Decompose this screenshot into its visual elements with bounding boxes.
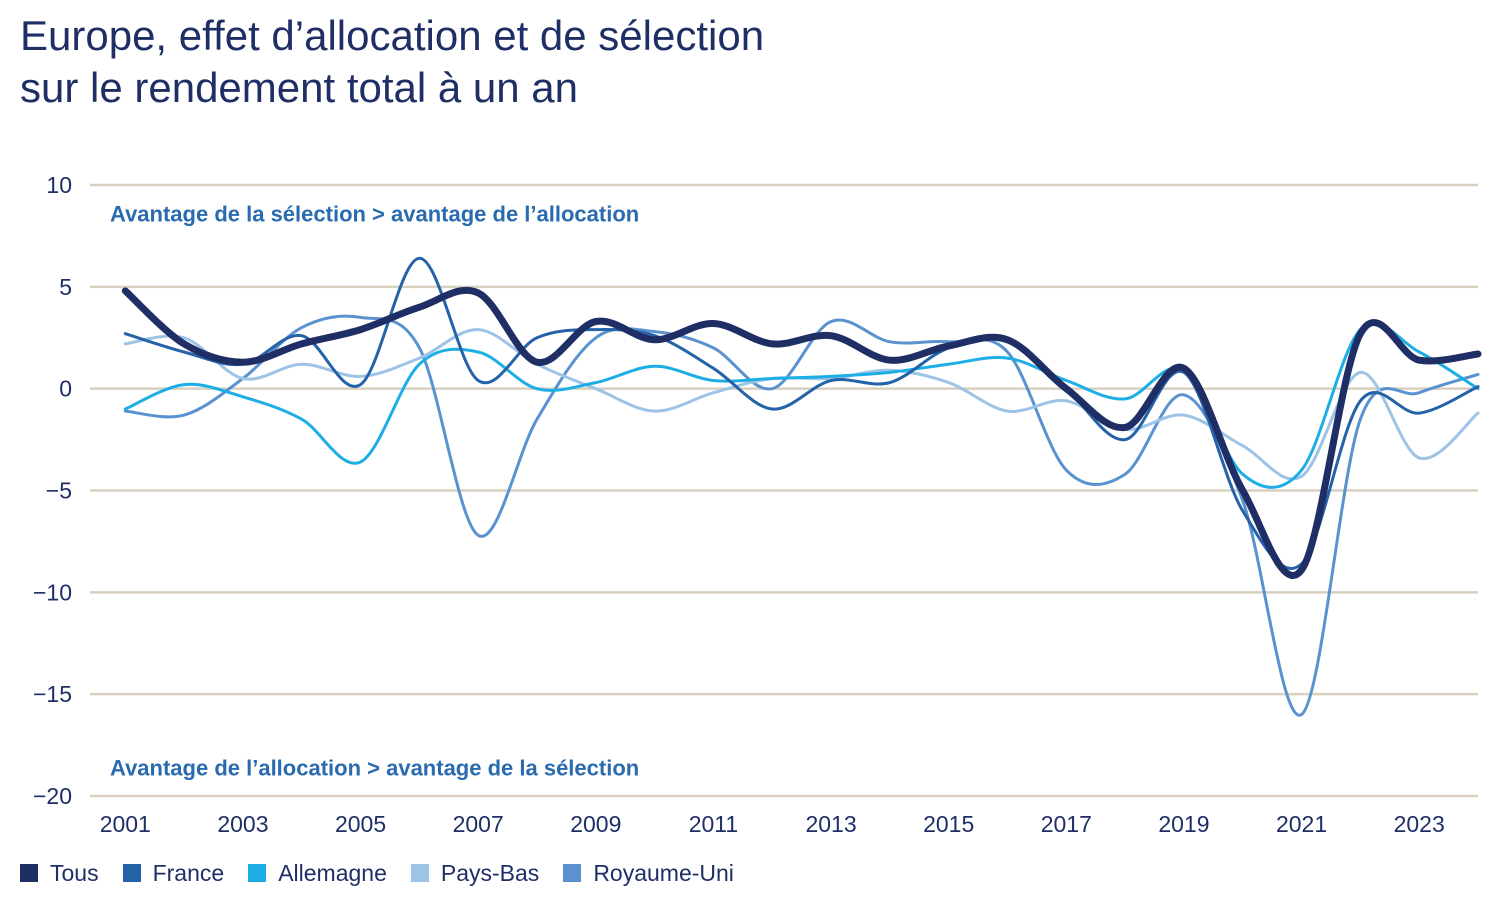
legend-swatch-pays-bas [410,864,429,882]
legend-label-france: France [152,859,225,886]
legend-swatch-france [122,864,141,882]
x-tick-label-10: 2021 [1276,811,1327,837]
legend-swatch-tous [20,864,38,882]
series-line-tous [121,286,1482,579]
y-tick-label-6: −20 [33,783,72,809]
legend-item-france[interactable]: France [122,859,225,887]
legend-label-royaume-uni: Royaume-Uni [593,859,734,886]
x-tick-label-8: 2017 [1041,811,1092,837]
annotation-1: Avantage de l’allocation > avantage de l… [110,755,639,780]
title-line-2: sur le rendement total à un an [20,64,579,111]
y-tick-label-5: −15 [33,681,72,707]
y-tick-label-1: 5 [59,274,72,300]
series-line-royaume-uni [123,314,1480,717]
legend-label-tous: Tous [50,859,99,886]
y-tick-label-0: 10 [46,172,72,198]
legend-item-tous[interactable]: Tous [20,860,99,887]
x-tick-label-11: 2023 [1394,811,1445,837]
y-tick-label-3: −5 [46,478,72,504]
series-line-france [123,256,1480,570]
chart-title: Europe, effet d’allocation et de sélecti… [20,10,764,114]
legend-item-royaume-uni[interactable]: Royaume-Uni [563,860,734,887]
annotation-0: Avantage de la sélection > avantage de l… [110,202,639,227]
legend: Tous France Allemagne Pays-Bas Royaume-U… [20,858,758,888]
y-tick-label-4: −10 [33,579,72,605]
x-tick-label-3: 2007 [453,811,504,837]
x-tick-label-2: 2005 [335,811,386,837]
legend-item-pays-bas[interactable]: Pays-Bas [410,859,540,887]
x-tick-label-6: 2013 [805,811,856,837]
series-line-allemagne [123,321,1480,489]
x-tick-label-4: 2009 [570,811,621,837]
legend-swatch-royaume-uni [563,864,582,882]
x-tick-label-9: 2019 [1158,811,1209,837]
legend-label-pays-bas: Pays-Bas [440,859,540,886]
x-tick-label-7: 2015 [923,811,974,837]
legend-item-allemagne[interactable]: Allemagne [248,860,387,887]
legend-label-allemagne: Allemagne [278,859,387,886]
y-tick-label-2: 0 [59,376,72,402]
legend-swatch-allemagne [248,864,267,882]
x-tick-label-1: 2003 [217,811,268,837]
x-tick-label-0: 2001 [100,811,151,837]
x-tick-label-5: 2011 [689,811,738,837]
title-line-1: Europe, effet d’allocation et de sélecti… [20,12,765,59]
series-line-pays-bas [123,328,1480,481]
